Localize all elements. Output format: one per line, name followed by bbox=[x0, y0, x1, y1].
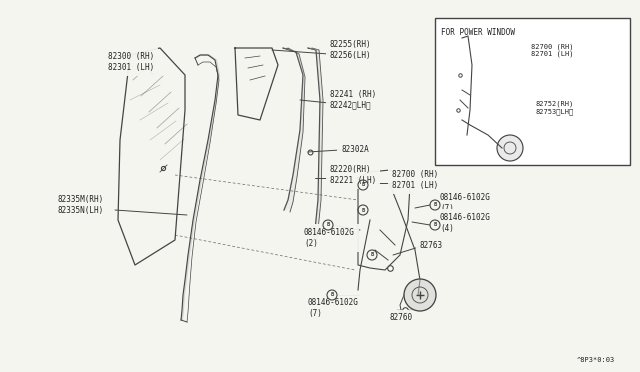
Text: 82700 (RH)
82701 (LH): 82700 (RH) 82701 (LH) bbox=[392, 170, 438, 190]
Circle shape bbox=[497, 135, 523, 161]
Text: 08146-6102G
(7): 08146-6102G (7) bbox=[440, 193, 491, 213]
Text: FOR POWER WINDOW: FOR POWER WINDOW bbox=[441, 28, 515, 37]
Text: 82335M(RH)
82335N(LH): 82335M(RH) 82335N(LH) bbox=[58, 195, 104, 215]
Text: B: B bbox=[371, 253, 374, 257]
Text: 82220(RH)
82221 (LH): 82220(RH) 82221 (LH) bbox=[330, 165, 376, 185]
Text: 82300 (RH)
82301 (LH): 82300 (RH) 82301 (LH) bbox=[108, 52, 154, 72]
Text: 82700 (RH)
82701 (LH): 82700 (RH) 82701 (LH) bbox=[531, 43, 573, 57]
Text: 82760: 82760 bbox=[390, 314, 413, 323]
Text: B: B bbox=[362, 208, 365, 212]
Text: B: B bbox=[330, 292, 333, 298]
Text: 82255(RH)
82256(LH): 82255(RH) 82256(LH) bbox=[330, 40, 372, 60]
Text: B: B bbox=[433, 222, 436, 228]
Text: B: B bbox=[433, 202, 436, 208]
Text: 08146-6102G
(7): 08146-6102G (7) bbox=[308, 298, 359, 318]
Text: ^8P3*0:03: ^8P3*0:03 bbox=[577, 357, 615, 363]
Text: B: B bbox=[362, 183, 365, 187]
Text: 82752(RH)
82753〈LH〉: 82752(RH) 82753〈LH〉 bbox=[535, 101, 573, 115]
Text: 82763: 82763 bbox=[420, 241, 443, 250]
Text: B: B bbox=[326, 222, 330, 228]
Text: 82241 (RH)
82242〈LH〉: 82241 (RH) 82242〈LH〉 bbox=[330, 90, 376, 110]
Text: 08146-6102G
(2): 08146-6102G (2) bbox=[304, 228, 355, 248]
Bar bbox=[435, 18, 630, 165]
Circle shape bbox=[404, 279, 436, 311]
Text: 82302A: 82302A bbox=[341, 145, 369, 154]
Text: 08146-6102G
(4): 08146-6102G (4) bbox=[440, 213, 491, 233]
